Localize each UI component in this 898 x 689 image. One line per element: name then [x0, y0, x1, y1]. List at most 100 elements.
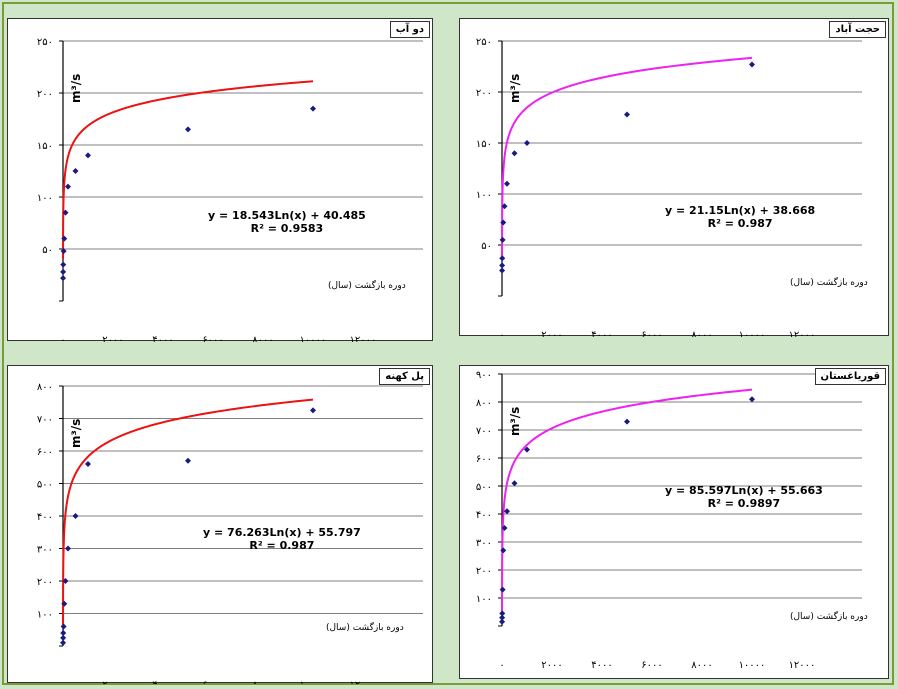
y-tick-label: ۲۵۰: [476, 37, 492, 48]
x-tick-label: ۰: [60, 335, 65, 342]
x-axis-label: دوره بازگشت (سال): [328, 281, 406, 291]
r-squared-text: R² = 0.9583: [250, 222, 324, 235]
r-squared-text: R² = 0.987: [707, 217, 773, 230]
data-point: [499, 262, 506, 269]
y-tick-label: ۴۰۰: [37, 512, 53, 523]
data-point: [185, 126, 191, 133]
x-tick-label: ۶۰۰۰: [202, 335, 223, 342]
data-point: [504, 508, 510, 515]
data-point: [499, 255, 506, 262]
data-point: [499, 586, 506, 593]
y-tick-label: ۵۰۰: [37, 480, 53, 491]
chart-panel: ۱۰۰ ۲۰۰ ۳۰۰ ۴۰۰ ۵۰۰ ۶۰۰ ۷۰۰ ۸۰۰ ۹۰۰ ۰ ۲۰۰۰ ۴۰۰۰ ۶۰۰۰…: [459, 365, 889, 679]
y-tick-label: ۲۰۰: [476, 566, 492, 577]
y-tick-label: ۸۰۰: [37, 382, 53, 393]
station-name-label: پل کهنه: [379, 368, 430, 385]
y-axis-unit-label: m³/s: [508, 73, 522, 103]
data-point: [501, 525, 508, 531]
data-point: [504, 180, 510, 187]
y-tick-label: ۵۰: [42, 245, 53, 256]
equation-text: y = 76.263Ln(x) + 55.797: [203, 526, 361, 539]
y-tick-label: ۷۰۰: [37, 415, 53, 426]
data-point: [85, 461, 91, 467]
x-tick-label: ۱۰۰۰۰: [300, 680, 327, 684]
x-tick-label: ۱۲۰۰۰: [350, 335, 377, 342]
trendline: [62, 80, 314, 259]
data-point: [60, 261, 67, 268]
y-tick-label: ۱۰۰: [476, 190, 492, 201]
y-axis-unit-label: m³/s: [508, 406, 522, 436]
y-tick-label: ۲۰۰: [476, 88, 492, 99]
data-point: [749, 61, 755, 68]
data-point: [749, 396, 755, 403]
data-point: [72, 168, 79, 174]
chart-panel: ۵۰ ۱۰۰ ۱۵۰ ۲۰۰ ۲۵۰ ۰ ۲۰۰۰ ۴۰۰۰ ۶۰۰۰ ۸۰۰۰ ۱۰۰۰۰ ۱۲۰۰…: [7, 18, 433, 342]
equation-text: y = 21.15Ln(x) + 38.668: [665, 204, 816, 217]
x-tick-label: ۰: [499, 330, 504, 337]
x-tick-label: ۲۰۰۰: [102, 335, 123, 342]
x-tick-label: ۲۰۰۰: [541, 660, 562, 671]
y-tick-label: ۴۰۰: [476, 510, 492, 521]
x-tick-label: ۱۲۰۰۰: [350, 680, 377, 684]
station-name-label: قوریاغستان: [814, 368, 886, 385]
data-point: [624, 418, 630, 425]
y-tick-label: ۸۰۰: [476, 398, 492, 409]
data-point: [524, 140, 530, 146]
x-tick-label: ۱۰۰۰۰: [300, 335, 327, 342]
x-tick-label: ۰: [499, 660, 504, 671]
y-tick-label: ۶۰۰: [476, 454, 492, 465]
data-point: [511, 150, 518, 157]
x-tick-label: ۸۰۰۰: [691, 330, 712, 337]
x-tick-label: ۱۰۰۰۰: [739, 330, 766, 337]
data-point: [65, 183, 71, 190]
equation-text: y = 85.597Ln(x) + 55.663: [665, 484, 823, 497]
x-axis-label: دوره بازگشت (سال): [790, 278, 868, 288]
station-name-label: حجت آباد: [829, 21, 886, 38]
chart-panel: ۵۰ ۱۰۰ ۱۵۰ ۲۰۰ ۲۵۰ ۰ ۲۰۰۰ ۴۰۰۰ ۶۰۰۰ ۸۰۰۰ ۱۰۰۰۰ ۱۲۰۰…: [459, 18, 889, 337]
y-tick-label: ۹۰۰: [476, 370, 492, 381]
data-point: [60, 248, 67, 255]
trendline: [501, 388, 753, 611]
data-point: [499, 618, 506, 625]
x-tick-label: ۶۰۰۰: [641, 330, 662, 337]
data-point: [624, 111, 630, 118]
x-tick-label: ۴۰۰۰: [152, 335, 173, 342]
data-point: [85, 152, 91, 159]
y-tick-label: ۲۵۰: [37, 37, 53, 48]
data-point: [72, 513, 79, 519]
y-tick-label: ۱۰۰: [476, 594, 492, 605]
data-point: [62, 578, 69, 584]
data-point: [60, 623, 67, 630]
x-tick-label: ۴۰۰۰: [591, 330, 612, 337]
chart-svg: ۱۰۰ ۲۰۰ ۳۰۰ ۴۰۰ ۵۰۰ ۶۰۰ ۷۰۰ ۸۰۰ ۹۰۰ ۰ ۲۰۰۰ ۴۰۰۰ ۶۰۰۰…: [476, 370, 862, 671]
y-axis-unit-label: m³/s: [69, 418, 83, 448]
regression-equation: y = 76.263Ln(x) + 55.797 R² = 0.987: [203, 526, 361, 552]
x-tick-label: ۱۲۰۰۰: [789, 330, 816, 337]
data-point: [61, 600, 68, 607]
trendline: [62, 398, 314, 628]
data-point: [310, 407, 316, 414]
regression-equation: y = 18.543Ln(x) + 40.485 R² = 0.9583: [208, 209, 366, 235]
data-point: [511, 480, 518, 487]
y-tick-label: ۳۰۰: [37, 545, 53, 556]
y-tick-label: ۲۰۰: [37, 577, 53, 588]
x-tick-label: ۲۰۰۰: [102, 680, 123, 684]
data-point: [310, 105, 316, 112]
x-tick-label: ۴۰۰۰: [591, 660, 612, 671]
x-tick-label: ۰: [60, 680, 65, 684]
data-point: [61, 235, 68, 242]
data-point: [499, 236, 506, 243]
x-tick-label: ۸۰۰۰: [252, 680, 273, 684]
data-point: [185, 457, 191, 464]
x-tick-label: ۸۰۰۰: [691, 660, 712, 671]
data-point: [60, 639, 67, 646]
regression-equation: y = 21.15Ln(x) + 38.668 R² = 0.987: [665, 204, 815, 230]
data-point: [499, 267, 506, 274]
data-point: [65, 545, 71, 552]
r-squared-text: R² = 0.9897: [707, 497, 781, 510]
y-tick-label: ۱۰۰: [37, 610, 53, 621]
x-tick-label: ۸۰۰۰: [252, 335, 273, 342]
y-tick-label: ۵۰۰: [476, 482, 492, 493]
data-point: [501, 203, 508, 210]
r-squared-text: R² = 0.987: [249, 539, 315, 552]
